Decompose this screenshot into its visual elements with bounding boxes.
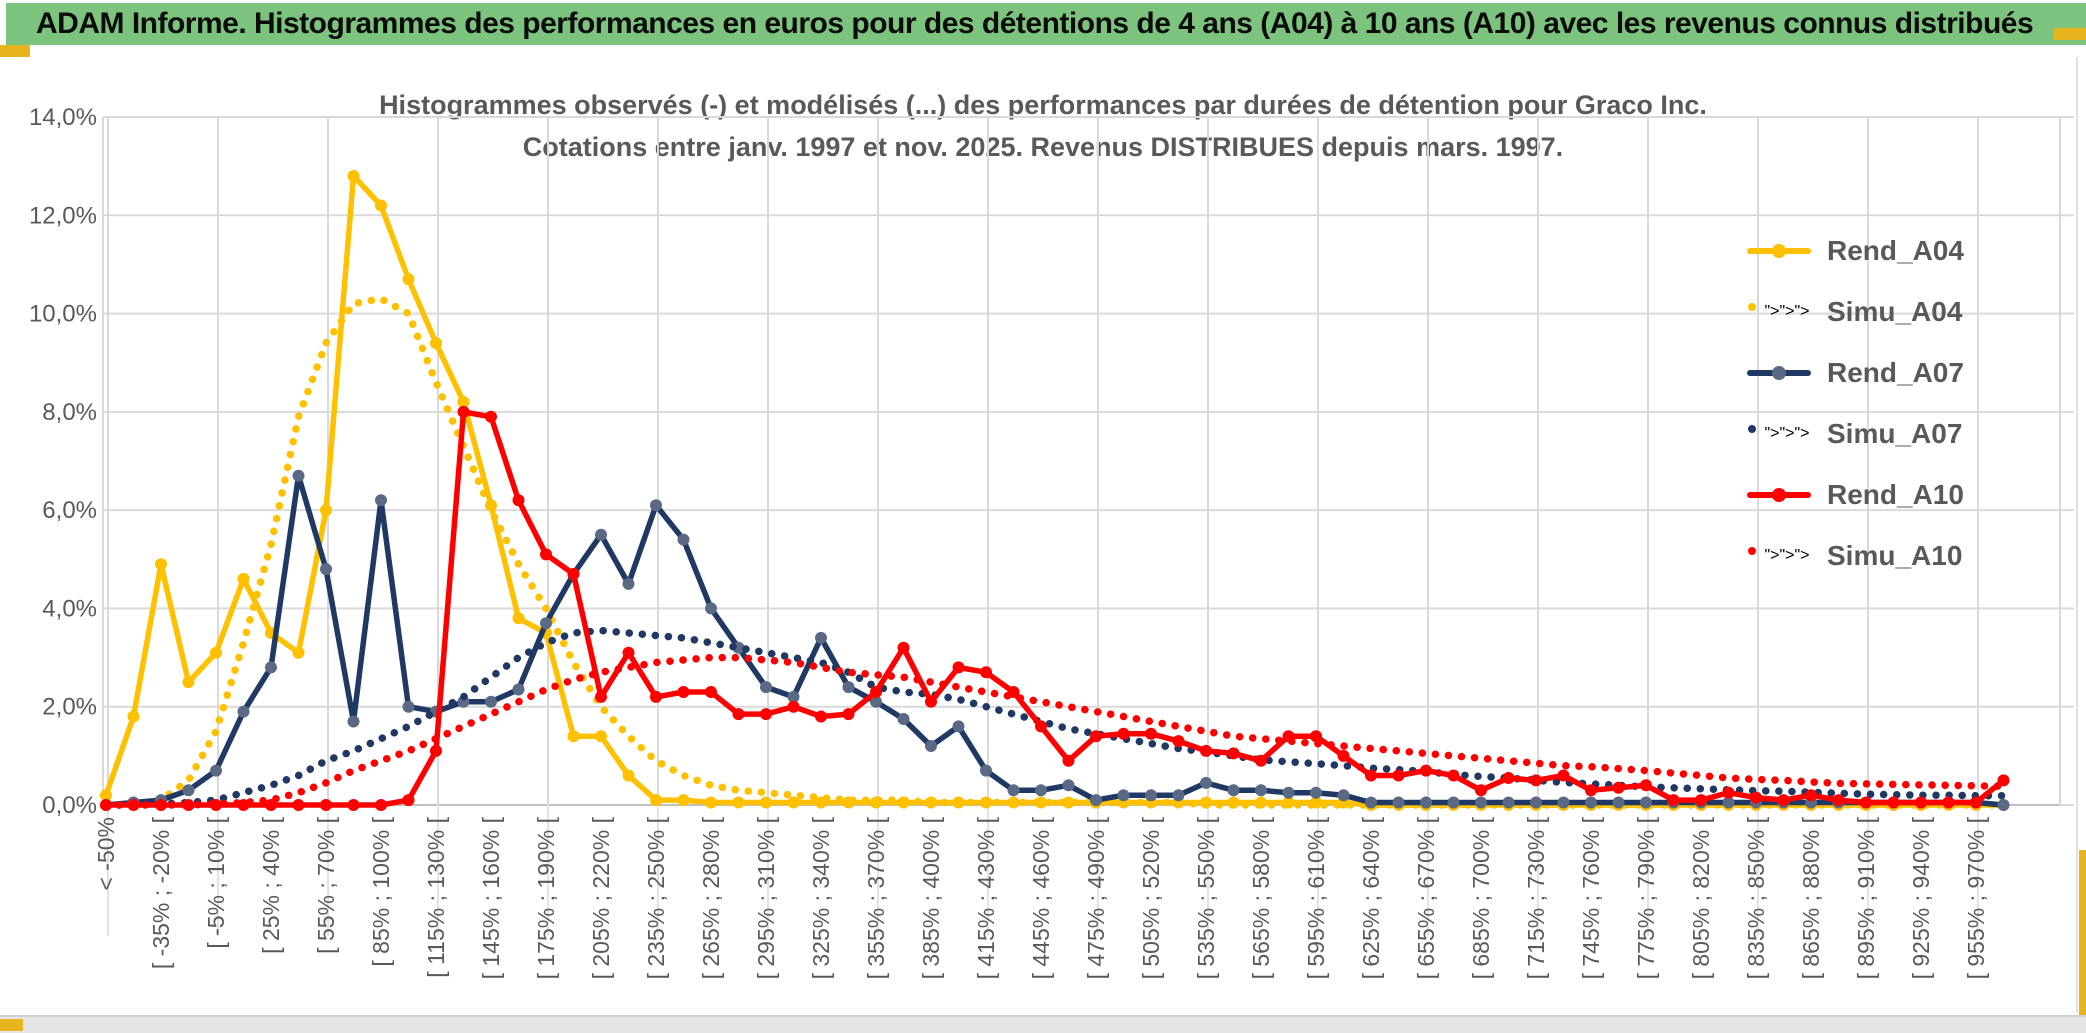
svg-text:[ 475% ; 490% [: [ 475% ; 490% [ <box>1083 816 1109 979</box>
gold-accent-right-edge <box>2079 850 2086 1033</box>
legend-label: Rend_A07 <box>1827 356 1964 388</box>
svg-text:0,0%: 0,0% <box>42 792 97 819</box>
legend-label: Simu_A04 <box>1827 295 1963 327</box>
bottom-status-strip <box>0 1015 2086 1033</box>
legend-label: Rend_A10 <box>1827 478 1964 510</box>
legend: Rend_A04 ">">"> Simu_A04 Rend_A07 ">">"> Simu… <box>1747 220 1964 586</box>
svg-text:[ 55% ; 70% [: [ 55% ; 70% [ <box>313 816 339 953</box>
svg-text:14,0%: 14,0% <box>29 104 97 131</box>
window-title: ADAM Informe. Histogrammes des performan… <box>36 7 2034 40</box>
svg-text:[ 685% ; 700% [: [ 685% ; 700% [ <box>1468 816 1494 979</box>
svg-text:[ -35% ; -20% [: [ -35% ; -20% [ <box>148 816 174 969</box>
x-axis-labels: < -50% [ -35% ; -20% [ [ -5% ; 10% [ [ 25% … <box>93 816 1989 979</box>
svg-text:[ 115% ; 130% [: [ 115% ; 130% [ <box>423 816 449 977</box>
svg-text:[ 925% ; 940% [: [ 925% ; 940% [ <box>1908 816 1934 979</box>
svg-text:[ 715% ; 730% [: [ 715% ; 730% [ <box>1523 816 1549 979</box>
gold-accent-top-left <box>0 45 30 57</box>
chart-panel-edge <box>2076 57 2078 1013</box>
svg-text:10,0%: 10,0% <box>29 301 97 328</box>
y-axis-labels: 0,0% 2,0% 4,0% 6,0% 8,0% 10,0% 12,0% 14,0% <box>29 104 97 819</box>
window-title-bar: ADAM Informe. Histogrammes des performan… <box>6 3 2086 45</box>
svg-text:[ 325% ; 340% [: [ 325% ; 340% [ <box>808 816 834 979</box>
svg-text:[ 595% ; 610% [: [ 595% ; 610% [ <box>1303 816 1329 979</box>
svg-text:[ 505% ; 520% [: [ 505% ; 520% [ <box>1138 816 1164 979</box>
svg-text:[ 175% ; 190% [: [ 175% ; 190% [ <box>533 816 559 979</box>
svg-text:[ 805% ; 820% [: [ 805% ; 820% [ <box>1688 816 1714 979</box>
svg-text:[ 865% ; 880% [: [ 865% ; 880% [ <box>1798 816 1824 979</box>
svg-text:[ 565% ; 580% [: [ 565% ; 580% [ <box>1248 816 1274 979</box>
svg-text:[ 775% ; 790% [: [ 775% ; 790% [ <box>1633 816 1659 979</box>
svg-text:[ 205% ; 220% [: [ 205% ; 220% [ <box>588 816 614 979</box>
svg-text:[ 955% ; 970% [: [ 955% ; 970% [ <box>1963 816 1989 979</box>
svg-text:[ 265% ; 280% [: [ 265% ; 280% [ <box>698 816 724 979</box>
svg-text:4,0%: 4,0% <box>42 595 97 622</box>
legend-dotted-swatch: ">">"> <box>1747 546 1811 565</box>
svg-text:[ 385% ; 400% [: [ 385% ; 400% [ <box>918 816 944 979</box>
legend-item-Rend_A07[interactable]: Rend_A07 <box>1747 342 1964 403</box>
gold-accent-bottom-left <box>0 1019 23 1031</box>
series-Simu_A10[interactable] <box>102 653 2008 809</box>
svg-text:12,0%: 12,0% <box>29 202 97 229</box>
svg-text:[ 295% ; 310% [: [ 295% ; 310% [ <box>753 816 779 979</box>
legend-label: Simu_A10 <box>1827 539 1963 571</box>
legend-label: Rend_A04 <box>1827 234 1964 266</box>
svg-text:[ -5% ; 10% [: [ -5% ; 10% [ <box>203 816 229 948</box>
series-Simu_A07[interactable] <box>102 626 2008 809</box>
svg-text:[ 415% ; 430% [: [ 415% ; 430% [ <box>973 816 999 979</box>
chart-title: Histogrammes observés (-) et modélisés (… <box>0 84 2086 168</box>
legend-item-Rend_A04[interactable]: Rend_A04 <box>1747 220 1964 281</box>
svg-text:[ 745% ; 760% [: [ 745% ; 760% [ <box>1578 816 1604 979</box>
legend-item-Simu_A04[interactable]: ">">"> Simu_A04 <box>1747 281 1964 342</box>
series-Rend_A04[interactable] <box>100 170 2010 811</box>
svg-text:[ 895% ; 910% [: [ 895% ; 910% [ <box>1853 816 1879 979</box>
svg-text:[ 655% ; 670% [: [ 655% ; 670% [ <box>1413 816 1439 979</box>
svg-text:[ 445% ; 460% [: [ 445% ; 460% [ <box>1028 816 1054 979</box>
legend-dotted-swatch: ">">"> <box>1747 302 1811 321</box>
svg-text:[ 625% ; 640% [: [ 625% ; 640% [ <box>1358 816 1384 979</box>
svg-text:6,0%: 6,0% <box>42 497 97 524</box>
legend-label: Simu_A07 <box>1827 417 1963 449</box>
svg-text:2,0%: 2,0% <box>42 694 97 721</box>
chart-title-line1: Histogrammes observés (-) et modélisés (… <box>379 90 1707 120</box>
svg-text:8,0%: 8,0% <box>42 399 97 426</box>
svg-text:[ 535% ; 550% [: [ 535% ; 550% [ <box>1193 816 1219 979</box>
legend-item-Rend_A10[interactable]: Rend_A10 <box>1747 464 1964 525</box>
legend-item-Simu_A10[interactable]: ">">"> Simu_A10 <box>1747 525 1964 586</box>
legend-dotted-swatch: ">">"> <box>1747 424 1811 443</box>
svg-text:[ 235% ; 250% [: [ 235% ; 250% [ <box>643 816 669 979</box>
svg-text:[ 85% ; 100% [: [ 85% ; 100% [ <box>368 816 394 966</box>
svg-text:[ 145% ; 160% [: [ 145% ; 160% [ <box>478 816 504 979</box>
chart-title-line2: Cotations entre janv. 1997 et nov. 2025.… <box>522 132 1564 162</box>
svg-text:< -50%: < -50% <box>93 817 119 891</box>
svg-text:[ 355% ; 370% [: [ 355% ; 370% [ <box>863 816 889 979</box>
gold-accent-top-right <box>2054 28 2086 40</box>
svg-text:[ 25% ; 40% [: [ 25% ; 40% [ <box>258 816 284 953</box>
svg-text:[ 835% ; 850% [: [ 835% ; 850% [ <box>1743 816 1769 979</box>
legend-item-Simu_A07[interactable]: ">">"> Simu_A07 <box>1747 403 1964 464</box>
